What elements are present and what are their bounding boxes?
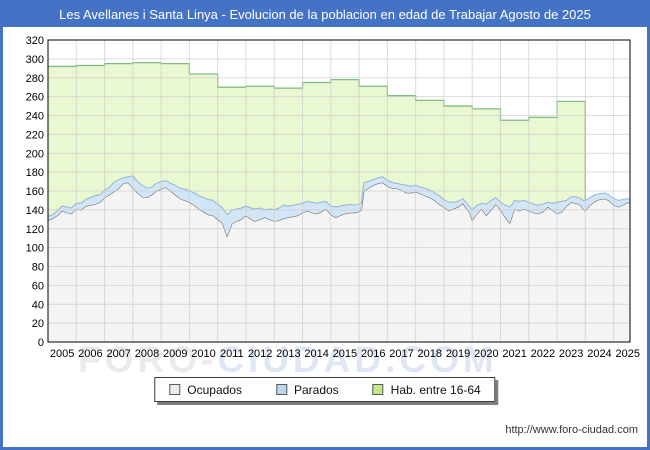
svg-text:80: 80 — [32, 262, 44, 274]
svg-text:2025: 2025 — [615, 348, 639, 360]
svg-text:2019: 2019 — [446, 348, 470, 360]
page-title: Les Avellanes i Santa Linya - Evolucion … — [59, 7, 591, 22]
svg-text:2008: 2008 — [135, 348, 159, 360]
svg-text:2021: 2021 — [502, 348, 526, 360]
legend-item-ocupados: Ocupados — [169, 383, 242, 397]
legend-item-hab16-64: Hab. entre 16-64 — [372, 382, 481, 397]
svg-text:2017: 2017 — [389, 348, 413, 360]
svg-text:200: 200 — [26, 148, 44, 160]
svg-text:280: 280 — [26, 73, 44, 85]
parados-swatch-icon — [275, 384, 287, 395]
svg-text:180: 180 — [26, 167, 44, 179]
svg-text:2007: 2007 — [106, 348, 130, 360]
legend-item-parados: Parados — [275, 382, 339, 397]
svg-text:2016: 2016 — [361, 348, 385, 360]
svg-text:320: 320 — [26, 35, 44, 47]
svg-text:2012: 2012 — [248, 348, 272, 360]
svg-text:300: 300 — [26, 54, 44, 66]
svg-text:2013: 2013 — [276, 348, 300, 360]
svg-text:140: 140 — [26, 205, 44, 217]
svg-text:2011: 2011 — [220, 348, 244, 360]
x-axis-labels: 2005 2006 2007 2008 2009 2010 2011 2012 2013 2014… — [50, 348, 640, 360]
legend-label-parados: Parados — [293, 382, 339, 397]
foro-ciudad-link[interactable]: http://www.foro-ciudad.com — [505, 424, 638, 436]
svg-text:260: 260 — [26, 92, 44, 104]
svg-text:240: 240 — [26, 111, 44, 123]
svg-text:2022: 2022 — [531, 348, 555, 360]
svg-text:0: 0 — [38, 337, 44, 349]
svg-text:2006: 2006 — [78, 348, 102, 360]
svg-text:220: 220 — [26, 129, 44, 141]
svg-text:2009: 2009 — [163, 348, 187, 360]
svg-text:60: 60 — [32, 280, 44, 292]
svg-text:FORO-CIUDAD.COM: FORO-CIUDAD.COM — [78, 339, 498, 380]
plot-border — [47, 39, 631, 343]
svg-text:2014: 2014 — [304, 348, 328, 360]
svg-text:2020: 2020 — [474, 348, 498, 360]
legend-label-ocupados: Ocupados — [187, 382, 242, 397]
watermark-text: FORO-CIUDAD.COM — [78, 339, 498, 380]
hab16-64-swatch-icon — [372, 384, 384, 395]
svg-text:40: 40 — [32, 299, 44, 311]
svg-text:2015: 2015 — [333, 348, 357, 360]
svg-text:160: 160 — [26, 186, 44, 198]
ocupados-swatch-icon — [169, 384, 181, 395]
svg-text:2018: 2018 — [418, 348, 442, 360]
population-chart: FORO-CIUDAD.COM 0 20 40 60 80 100 120 140 160 180 2… — [26, 35, 640, 380]
series-parados — [47, 175, 631, 237]
svg-text:2024: 2024 — [587, 348, 611, 360]
title-bar: Les Avellanes i Santa Linya - Evolucion … — [3, 3, 647, 27]
svg-text:100: 100 — [26, 243, 44, 255]
svg-text:2023: 2023 — [559, 348, 583, 360]
legend-label-hab16-64: Hab. entre 16-64 — [390, 382, 481, 397]
svg-text:2005: 2005 — [50, 348, 74, 360]
svg-text:2010: 2010 — [191, 348, 215, 360]
svg-text:120: 120 — [26, 224, 44, 236]
y-axis-labels: 0 20 40 60 80 100 120 140 160 180 200 220 240 260 280 3… — [26, 35, 44, 349]
svg-text:20: 20 — [32, 318, 44, 330]
gridlines — [48, 40, 630, 342]
chart-legend: Ocupados Parados Hab. entre 16-64 — [154, 377, 496, 402]
